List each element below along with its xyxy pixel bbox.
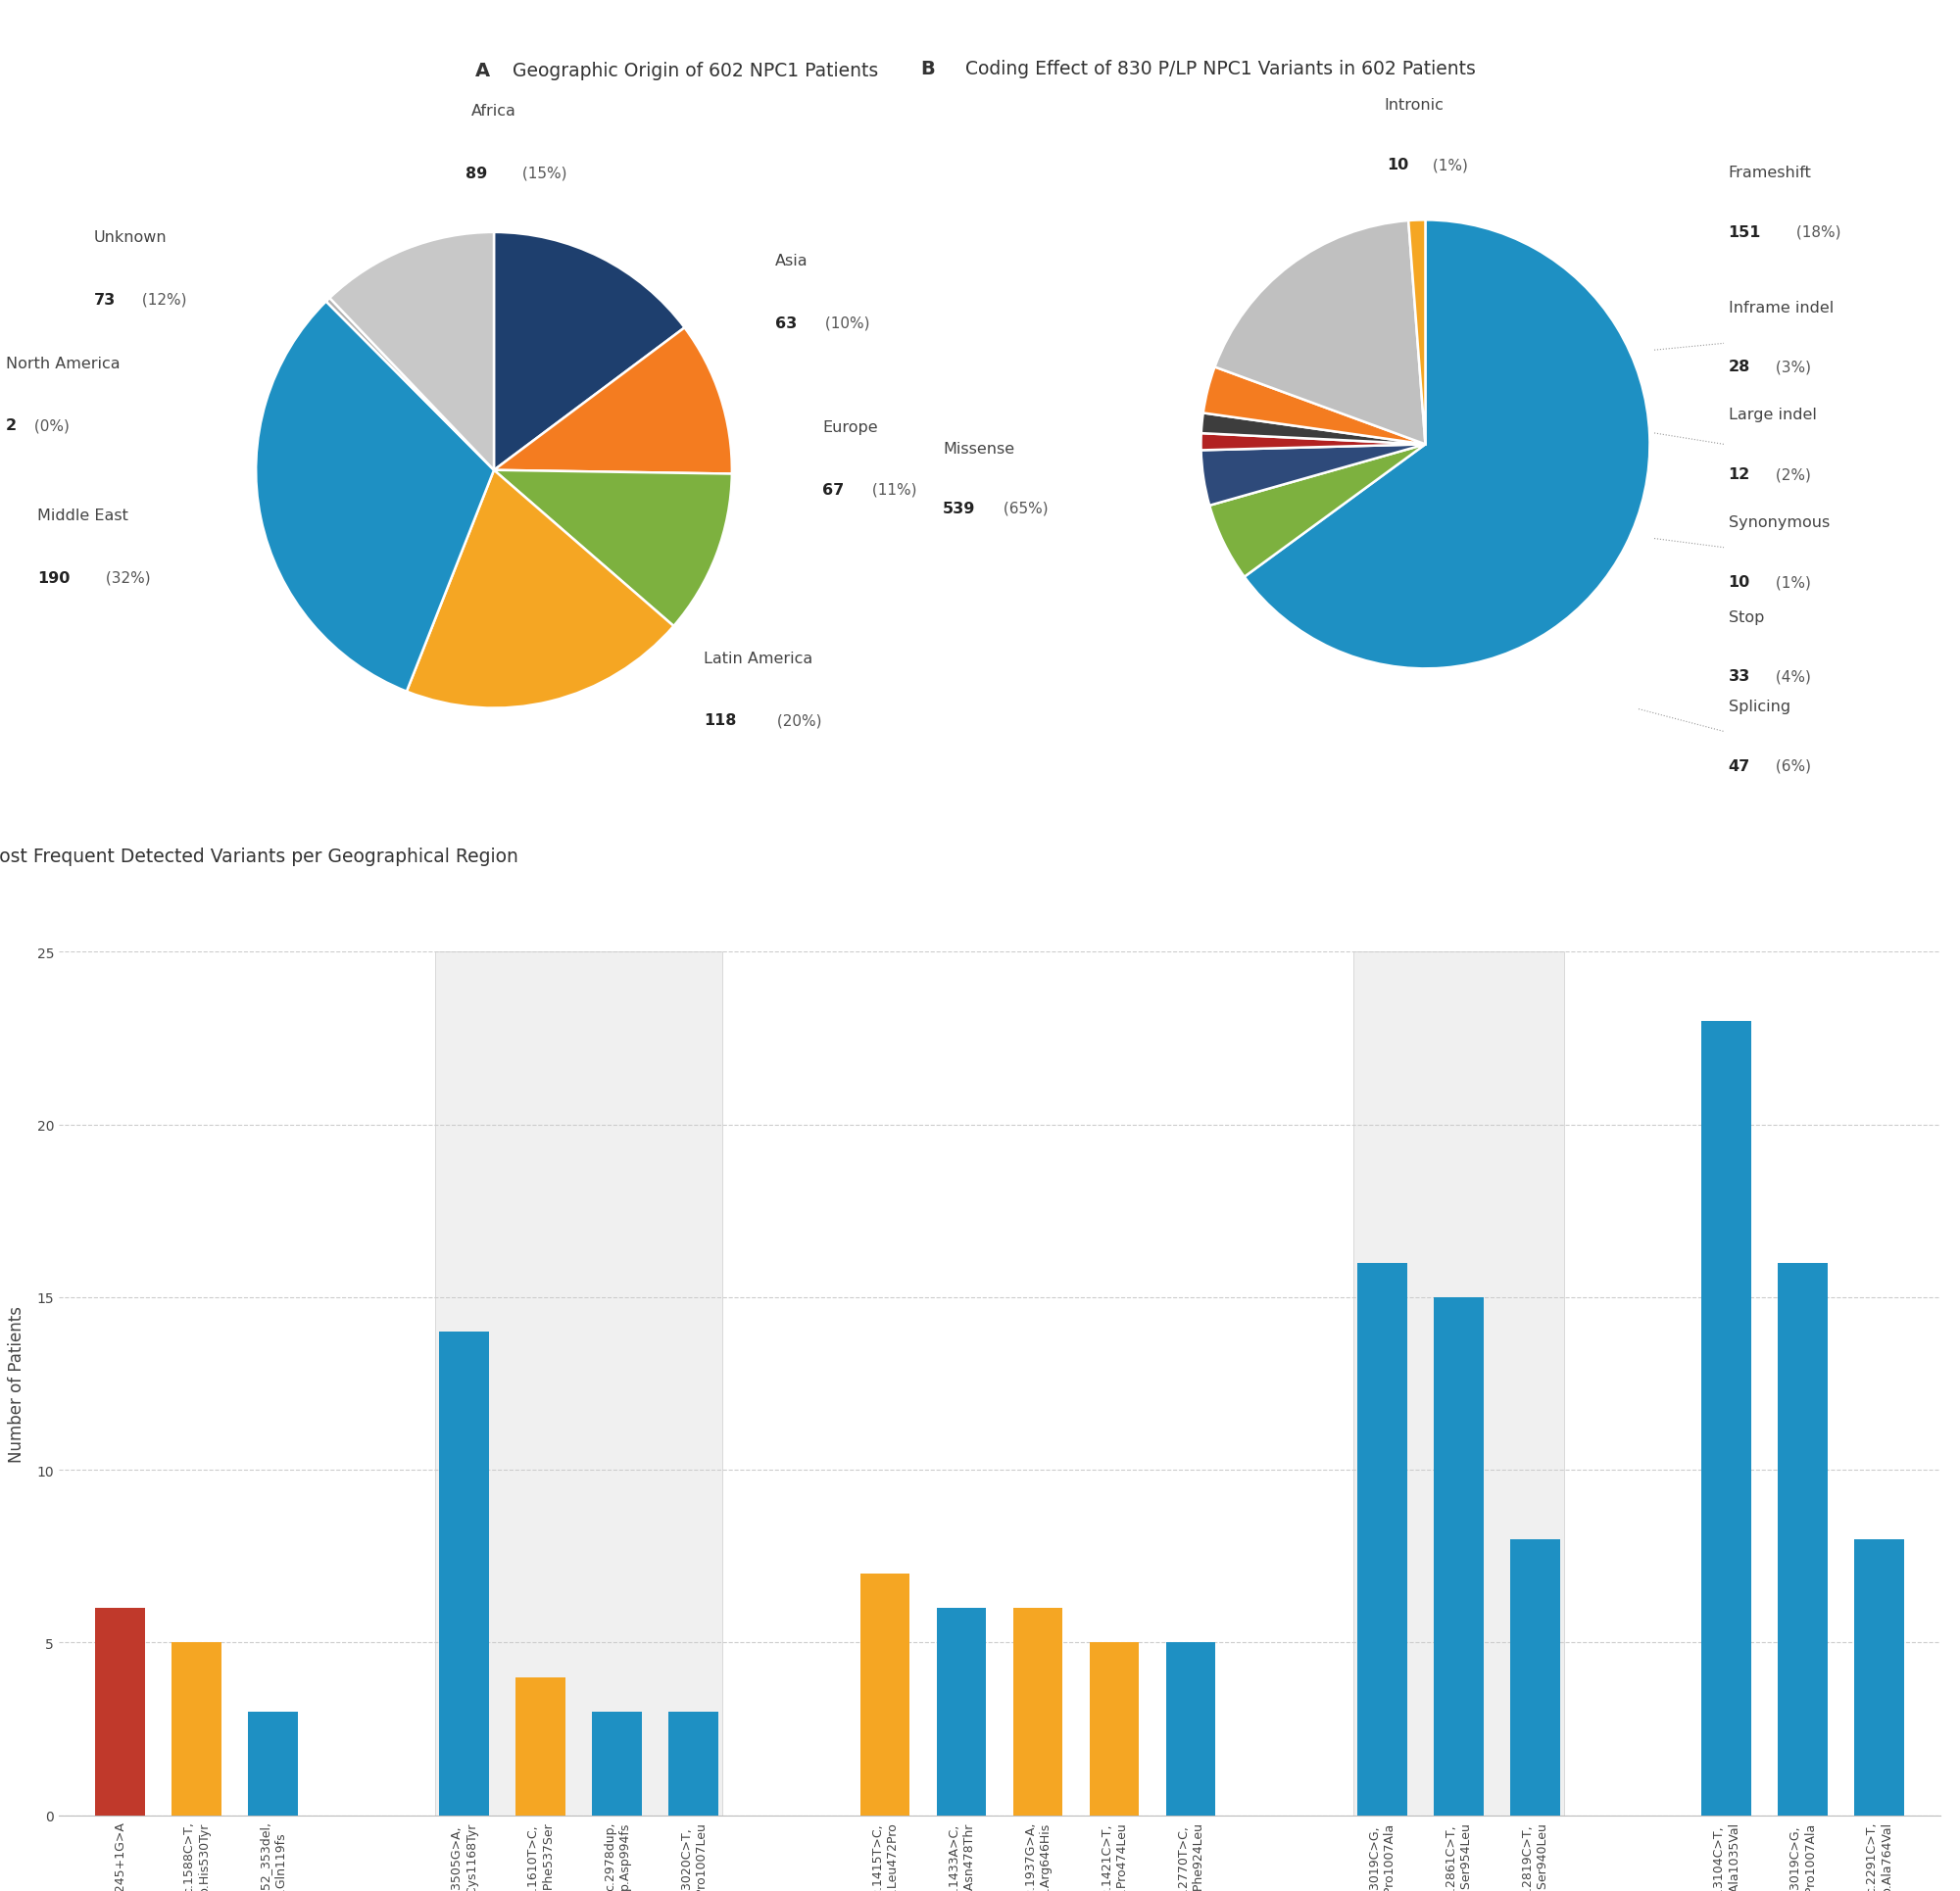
Text: (32%): (32%) (102, 571, 151, 586)
Text: (65%): (65%) (1000, 501, 1049, 516)
Bar (1778, 1263, 1827, 1815)
Text: A: A (474, 62, 490, 79)
Text: Unknown: Unknown (94, 231, 167, 244)
Text: 63: 63 (774, 316, 796, 331)
Wedge shape (1201, 444, 1425, 507)
Bar (249, 1711, 298, 1815)
Bar (515, 1677, 566, 1815)
Text: Inframe indel: Inframe indel (1729, 301, 1833, 316)
Text: Europe: Europe (823, 420, 878, 435)
Text: (1%): (1%) (1427, 159, 1468, 172)
Bar (1701, 1021, 1750, 1815)
Wedge shape (1215, 221, 1425, 444)
Text: Middle East: Middle East (37, 509, 127, 524)
Wedge shape (1245, 221, 1650, 669)
Text: (20%): (20%) (772, 713, 821, 728)
Text: (1%): (1%) (1772, 575, 1811, 590)
Wedge shape (325, 299, 494, 471)
Y-axis label: Number of Patients: Number of Patients (8, 1305, 25, 1462)
Bar (172, 1643, 221, 1815)
Text: Synonymous: Synonymous (1729, 516, 1829, 529)
Bar (1509, 1539, 1560, 1815)
Text: Asia: Asia (774, 253, 808, 269)
Text: 10: 10 (1729, 575, 1750, 590)
Wedge shape (494, 329, 731, 475)
Text: 190: 190 (37, 571, 71, 586)
Text: 67: 67 (823, 482, 845, 497)
Text: 73: 73 (94, 293, 116, 306)
Text: B: B (921, 59, 935, 78)
Text: 89: 89 (465, 166, 488, 182)
Text: (0%): (0%) (29, 418, 71, 433)
Bar (1854, 1539, 1903, 1815)
Text: Latin America: Latin America (704, 651, 811, 666)
Text: (11%): (11%) (868, 482, 917, 497)
Text: Most Frequent Detected Variants per Geographical Region: Most Frequent Detected Variants per Geog… (0, 847, 519, 866)
Bar (439, 1331, 490, 1815)
Text: 151: 151 (1729, 225, 1760, 240)
Text: 33: 33 (1729, 669, 1750, 685)
Wedge shape (257, 303, 494, 692)
Text: 539: 539 (943, 501, 976, 516)
Bar (96, 1607, 145, 1815)
Bar (860, 1573, 909, 1815)
Text: (6%): (6%) (1772, 758, 1811, 773)
Text: Coding Effect of 830 P/LP NPC1 Variants in 602 Patients: Coding Effect of 830 P/LP NPC1 Variants … (966, 59, 1476, 78)
Wedge shape (1201, 414, 1425, 444)
Wedge shape (494, 233, 684, 471)
Text: Frameshift: Frameshift (1729, 166, 1811, 180)
Text: 28: 28 (1729, 359, 1750, 374)
Wedge shape (1409, 221, 1425, 444)
Text: 12: 12 (1729, 467, 1750, 482)
Wedge shape (494, 471, 731, 626)
Wedge shape (406, 471, 674, 709)
Text: 2: 2 (6, 418, 18, 433)
Bar (1166, 1643, 1215, 1815)
FancyBboxPatch shape (435, 951, 723, 1815)
Text: (12%): (12%) (137, 293, 186, 306)
Text: (4%): (4%) (1772, 669, 1811, 685)
Wedge shape (1209, 444, 1425, 577)
Wedge shape (329, 233, 494, 471)
Text: Large indel: Large indel (1729, 408, 1817, 422)
Bar (592, 1711, 643, 1815)
Bar (1356, 1263, 1407, 1815)
Bar (937, 1607, 986, 1815)
Bar (1090, 1643, 1139, 1815)
Text: 47: 47 (1729, 758, 1750, 773)
Text: Africa: Africa (472, 104, 515, 119)
Text: North America: North America (6, 356, 120, 371)
Text: Missense: Missense (943, 441, 1015, 456)
Text: (3%): (3%) (1772, 359, 1811, 374)
Wedge shape (1203, 367, 1425, 444)
Text: Geographic Origin of 602 NPC1 Patients: Geographic Origin of 602 NPC1 Patients (514, 62, 878, 79)
Text: (18%): (18%) (1791, 225, 1840, 240)
Text: 118: 118 (704, 713, 737, 728)
Bar (1013, 1607, 1062, 1815)
Text: 10: 10 (1388, 159, 1409, 172)
FancyBboxPatch shape (1352, 951, 1564, 1815)
Text: (2%): (2%) (1772, 467, 1811, 482)
Text: (15%): (15%) (517, 166, 566, 182)
Text: Intronic: Intronic (1384, 98, 1445, 113)
Text: Stop: Stop (1729, 609, 1764, 624)
Text: (10%): (10%) (819, 316, 870, 331)
Wedge shape (1201, 433, 1425, 450)
Bar (668, 1711, 719, 1815)
Bar (1433, 1297, 1484, 1815)
Text: Splicing: Splicing (1729, 700, 1789, 715)
